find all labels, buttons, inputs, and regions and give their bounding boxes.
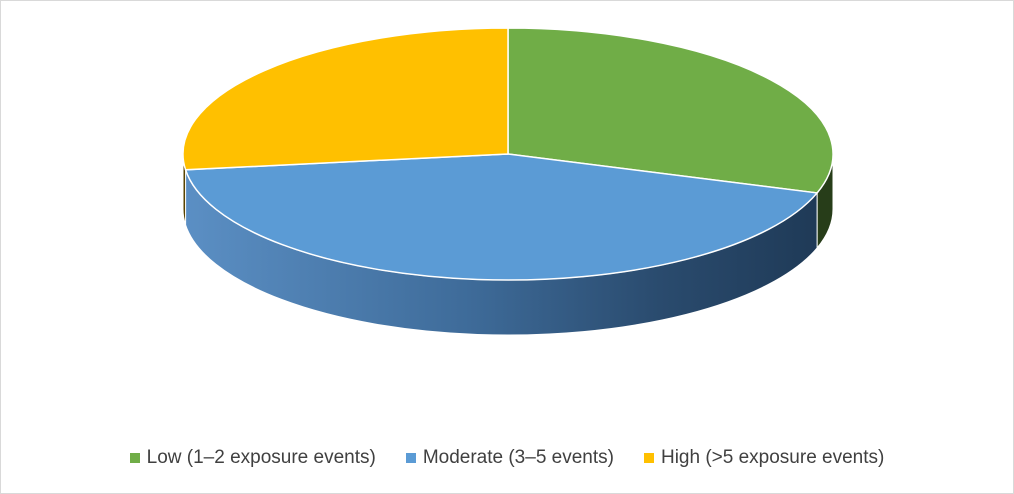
legend-item-2: Moderate (3–5 events) <box>405 447 614 469</box>
legend-label-1: Low (1–2 exposure events) <box>146 447 376 468</box>
pie-slice-1 <box>507 27 834 194</box>
pie-slice-3 <box>182 27 509 171</box>
pie-slices <box>182 27 834 281</box>
legend-swatch-3 <box>643 453 654 463</box>
pie-chart <box>182 27 834 336</box>
legend-swatch-2 <box>405 453 416 463</box>
pie-slice-2 <box>184 153 819 281</box>
legend-item-3: High (>5 exposure events) <box>643 447 885 469</box>
legend-label-3: High (>5 exposure events) <box>660 447 885 468</box>
legend-item-1: Low (1–2 exposure events) <box>129 447 376 469</box>
legend: Low (1–2 exposure events) Moderate (3–5 e… <box>1 447 1013 469</box>
legend-swatch-1 <box>129 453 140 463</box>
legend-label-2: Moderate (3–5 events) <box>422 447 614 468</box>
